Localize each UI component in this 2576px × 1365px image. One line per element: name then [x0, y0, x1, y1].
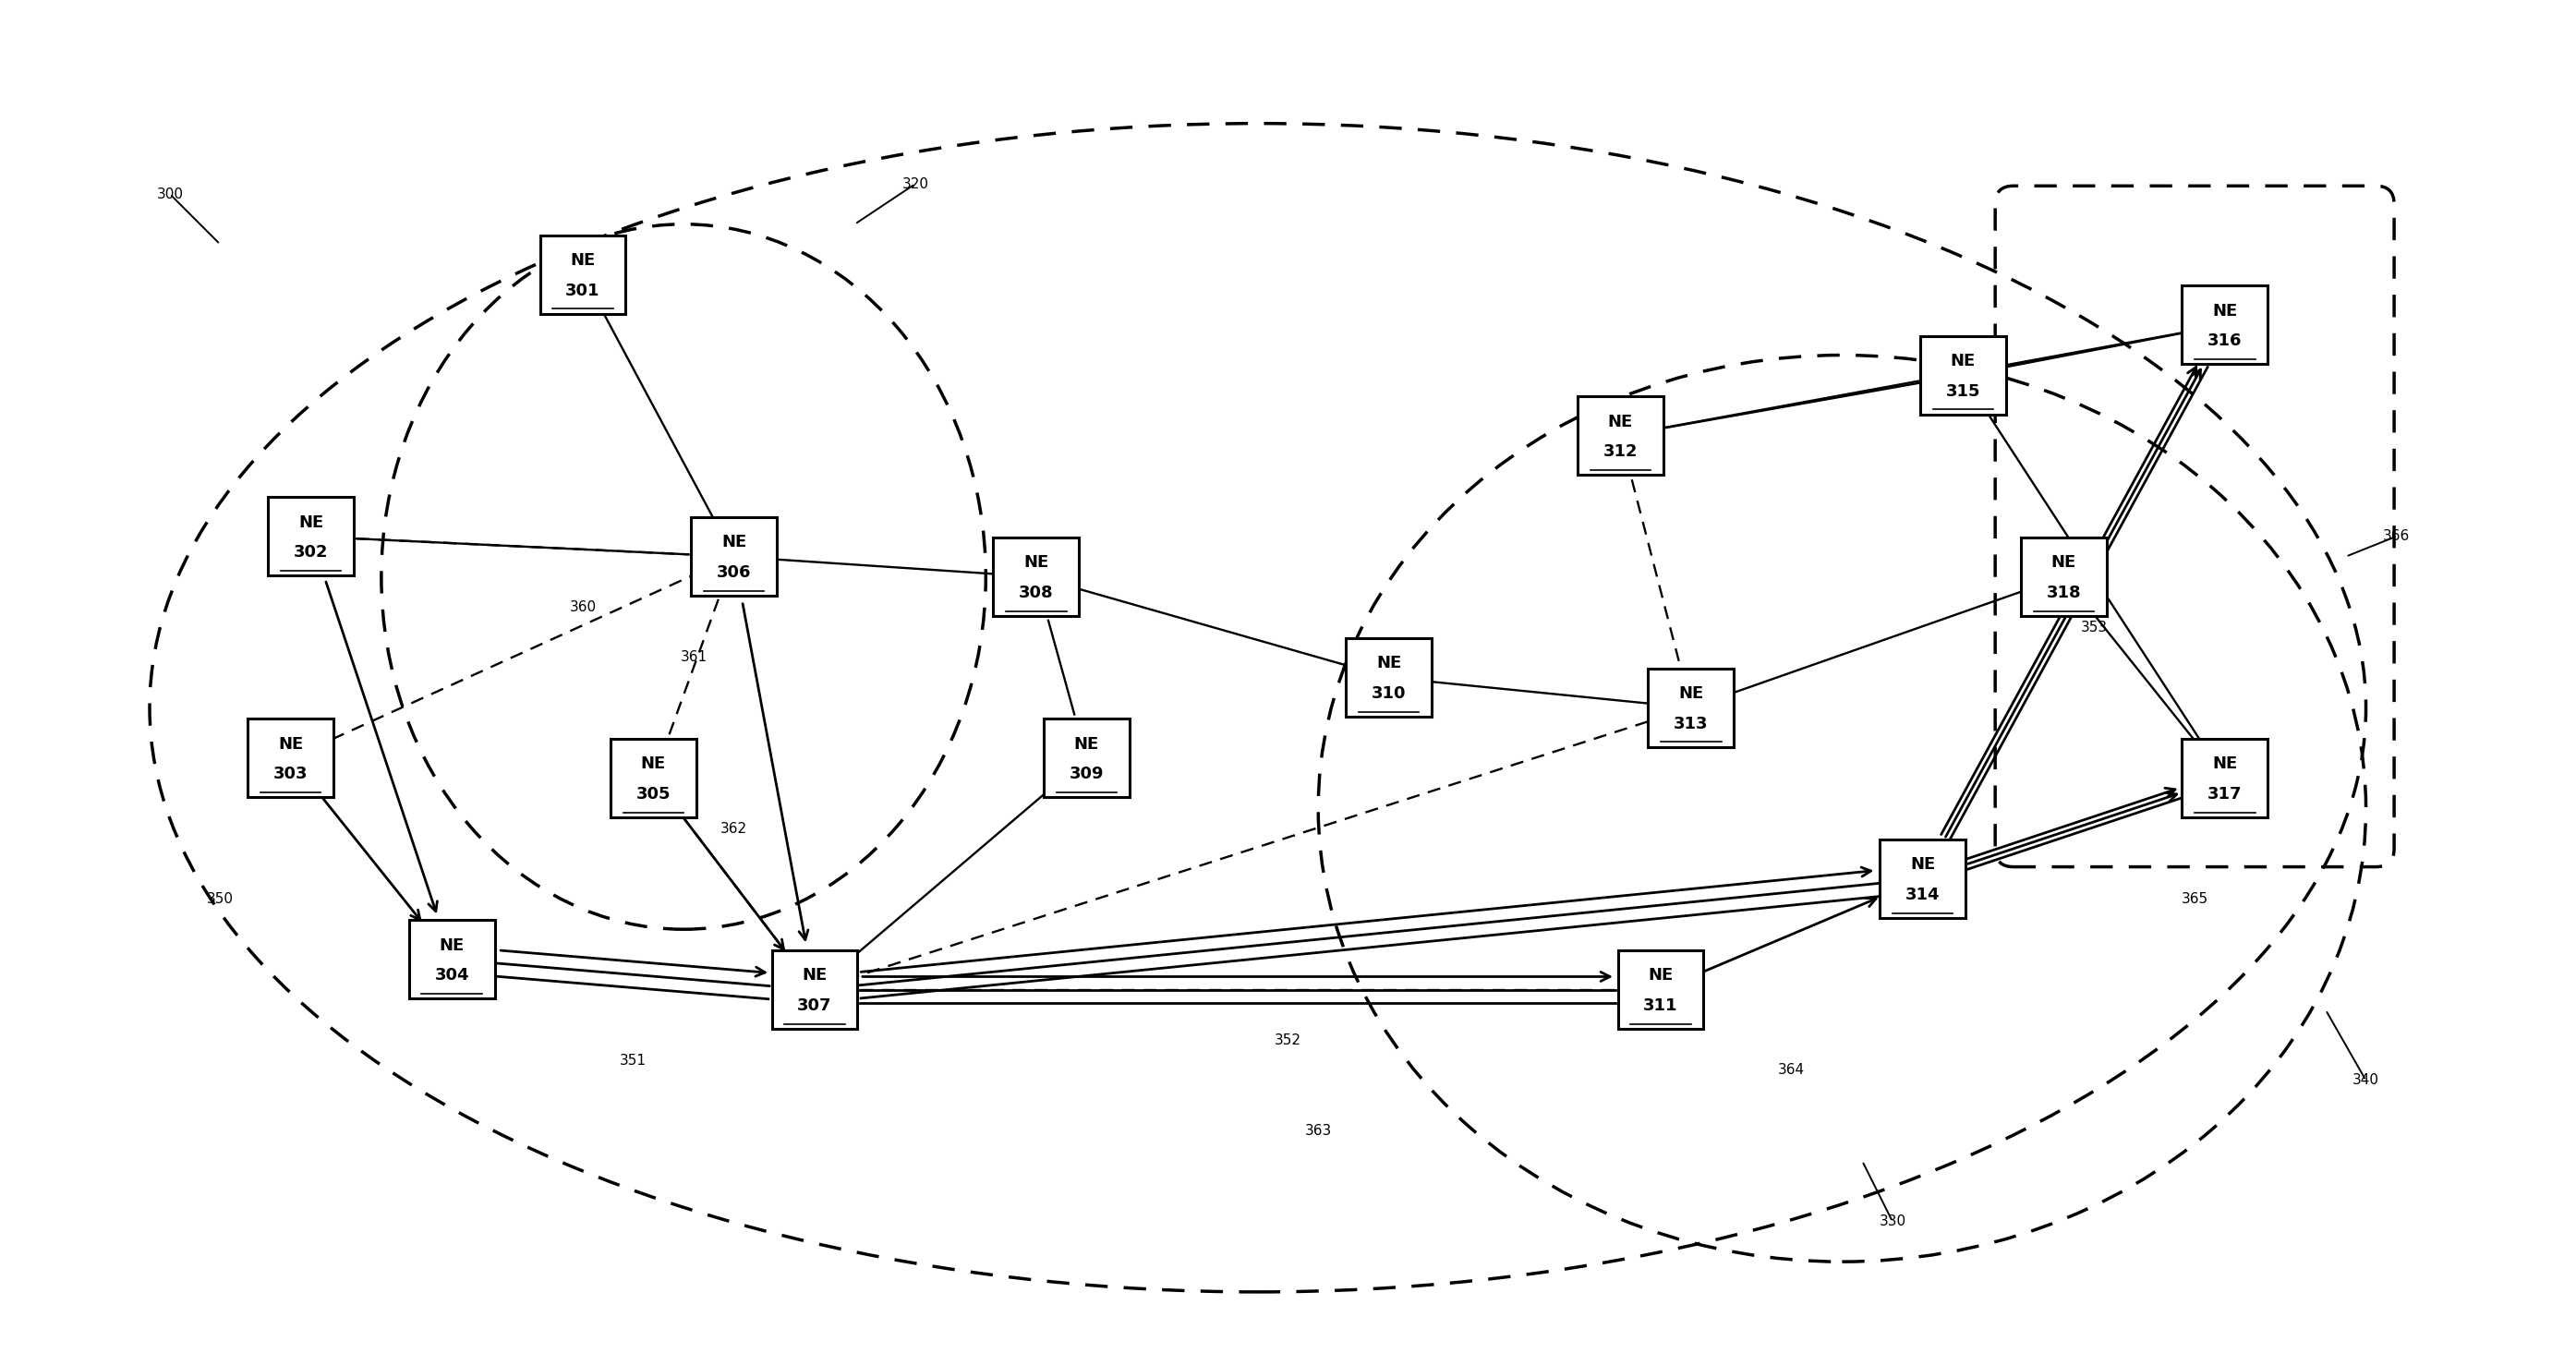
- Text: 301: 301: [567, 283, 600, 299]
- Text: 353: 353: [2081, 620, 2107, 633]
- Text: NE: NE: [278, 736, 304, 752]
- Text: 302: 302: [294, 545, 327, 561]
- Text: 315: 315: [1945, 384, 1981, 400]
- FancyBboxPatch shape: [1345, 639, 1432, 717]
- Text: NE: NE: [1376, 655, 1401, 672]
- Text: 308: 308: [1018, 584, 1054, 601]
- FancyBboxPatch shape: [541, 235, 626, 314]
- Text: 362: 362: [721, 822, 747, 835]
- FancyBboxPatch shape: [773, 950, 858, 1029]
- Text: NE: NE: [299, 515, 325, 531]
- Text: 303: 303: [273, 766, 309, 782]
- Text: 318: 318: [2045, 584, 2081, 601]
- Text: 320: 320: [902, 177, 930, 191]
- Text: 305: 305: [636, 786, 670, 803]
- Text: NE: NE: [721, 534, 747, 551]
- Text: 364: 364: [1777, 1063, 1806, 1077]
- Text: NE: NE: [1074, 736, 1100, 752]
- FancyBboxPatch shape: [410, 920, 495, 999]
- Text: NE: NE: [801, 968, 827, 984]
- Text: 306: 306: [716, 564, 752, 581]
- Text: NE: NE: [569, 253, 595, 269]
- FancyBboxPatch shape: [2182, 285, 2267, 364]
- Text: 352: 352: [1275, 1033, 1301, 1047]
- FancyBboxPatch shape: [2022, 538, 2107, 616]
- Text: 314: 314: [1906, 887, 1940, 904]
- Text: NE: NE: [2213, 756, 2239, 773]
- Text: 366: 366: [2383, 530, 2409, 543]
- Text: 316: 316: [2208, 333, 2241, 349]
- Text: 317: 317: [2208, 786, 2241, 803]
- Text: NE: NE: [1950, 354, 1976, 370]
- Text: NE: NE: [1607, 414, 1633, 430]
- Text: NE: NE: [2213, 303, 2239, 319]
- Text: 309: 309: [1069, 766, 1105, 782]
- FancyBboxPatch shape: [2182, 738, 2267, 818]
- Text: 300: 300: [157, 187, 183, 201]
- Text: NE: NE: [1649, 968, 1674, 984]
- Text: 363: 363: [1303, 1123, 1332, 1137]
- Text: NE: NE: [440, 938, 464, 954]
- Text: 310: 310: [1370, 685, 1406, 702]
- Text: 365: 365: [2182, 893, 2208, 906]
- Text: NE: NE: [1680, 685, 1703, 702]
- Text: 311: 311: [1643, 998, 1677, 1014]
- Text: NE: NE: [641, 756, 667, 773]
- FancyBboxPatch shape: [690, 517, 778, 597]
- FancyBboxPatch shape: [1618, 950, 1703, 1029]
- FancyBboxPatch shape: [1577, 396, 1664, 475]
- Text: 313: 313: [1674, 715, 1708, 732]
- Text: NE: NE: [2050, 554, 2076, 571]
- Text: 350: 350: [206, 893, 234, 906]
- Text: 304: 304: [435, 968, 469, 984]
- FancyBboxPatch shape: [1880, 839, 1965, 919]
- FancyBboxPatch shape: [268, 497, 353, 576]
- Text: 340: 340: [2352, 1073, 2380, 1088]
- FancyBboxPatch shape: [994, 538, 1079, 616]
- FancyBboxPatch shape: [1919, 336, 2007, 415]
- FancyBboxPatch shape: [1649, 669, 1734, 747]
- FancyBboxPatch shape: [247, 719, 332, 797]
- FancyBboxPatch shape: [1043, 719, 1128, 797]
- Text: 307: 307: [796, 998, 832, 1014]
- Text: 361: 361: [680, 650, 706, 665]
- Text: 351: 351: [621, 1054, 647, 1067]
- Text: NE: NE: [1909, 856, 1935, 874]
- Text: 330: 330: [1878, 1215, 1906, 1228]
- Text: NE: NE: [1023, 554, 1048, 571]
- Text: 312: 312: [1602, 444, 1638, 460]
- FancyBboxPatch shape: [611, 738, 696, 818]
- Text: 360: 360: [569, 601, 595, 614]
